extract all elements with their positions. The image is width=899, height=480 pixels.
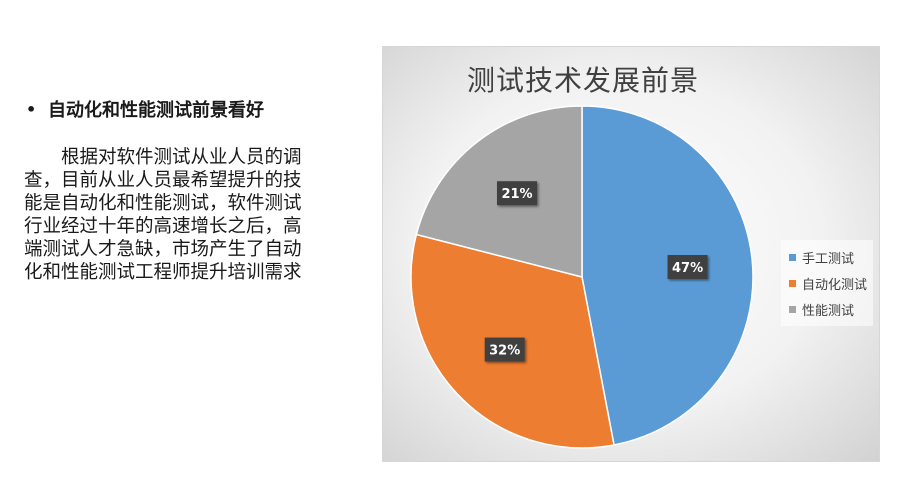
- heading-row: • 自动化和性能测试前景看好: [26, 96, 264, 122]
- data-label-box-1: [667, 255, 708, 280]
- data-label-1: 47%: [667, 255, 708, 280]
- data-label-text-2: 32%: [489, 344, 520, 359]
- body-paragraph: 根据对软件测试从业人员的调 查，目前从业人员最希望提升的技 能是自动化和性能测试…: [24, 147, 302, 283]
- chart-legend: 手工测试自动化测试性能测试: [781, 240, 873, 326]
- data-label-text-3: 21%: [501, 187, 532, 202]
- legend-swatch-1: [789, 253, 796, 261]
- pie-chart: 47% 32% 21%: [410, 105, 754, 449]
- legend-item-2: 自动化测试: [789, 270, 873, 296]
- chart-title: 测试技术发展前景: [466, 64, 699, 97]
- legend-swatch-2: [789, 279, 796, 287]
- legend-label-2: 自动化测试: [802, 277, 868, 293]
- data-label-3: 21%: [497, 181, 538, 206]
- pie-slice-1: [581, 105, 754, 446]
- pie-chart-panel: 测试技术发展前景 47% 32% 21% 手工测试自动化测试性能测试: [382, 46, 880, 462]
- legend-label-3: 性能测试: [802, 303, 855, 319]
- data-label-box-3: [497, 181, 538, 206]
- legend-item-3: 性能测试: [789, 296, 873, 322]
- bullet-icon: •: [26, 99, 37, 119]
- section-heading: 自动化和性能测试前景看好: [48, 100, 264, 121]
- data-label-2: 32%: [484, 337, 525, 362]
- legend-label-1: 手工测试: [802, 251, 855, 267]
- legend-item-1: 手工测试: [789, 244, 873, 270]
- data-label-text-1: 47%: [672, 261, 703, 276]
- legend-swatch-3: [789, 305, 796, 313]
- data-label-box-2: [484, 337, 525, 362]
